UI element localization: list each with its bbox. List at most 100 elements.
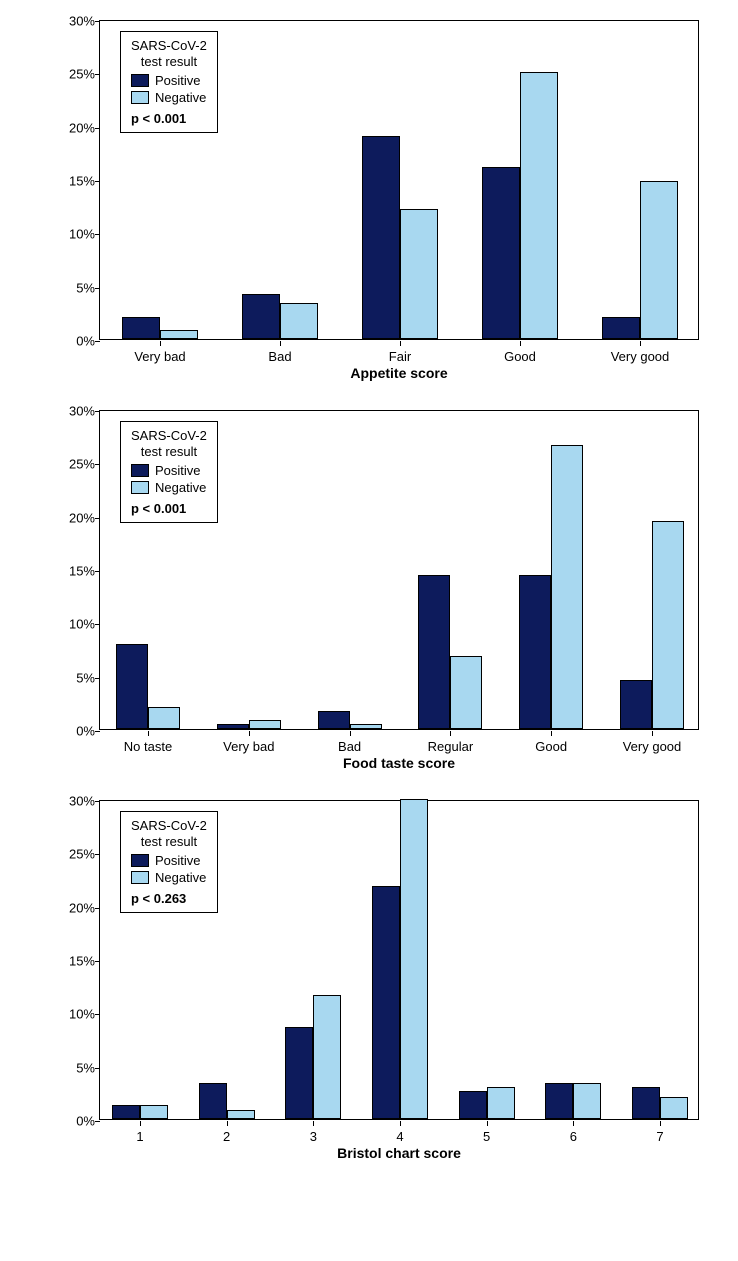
x-tick-mark	[249, 731, 250, 736]
legend-label-positive: Positive	[155, 463, 201, 478]
y-tick-mark	[95, 128, 100, 129]
y-tick-label: 0%	[55, 1114, 95, 1129]
y-tick-label: 30%	[55, 794, 95, 809]
bar-negative	[350, 724, 382, 729]
legend-title: SARS-CoV-2test result	[131, 428, 207, 459]
legend-title-line1: SARS-CoV-2	[131, 428, 207, 443]
chart-taste: Percentage of patients0%5%10%15%20%25%30…	[19, 410, 719, 790]
legend-swatch-negative	[131, 871, 149, 884]
bar-positive	[242, 294, 280, 339]
bar-negative	[227, 1110, 255, 1119]
bar-negative	[148, 707, 180, 729]
x-tick-mark	[400, 341, 401, 346]
legend-title-line1: SARS-CoV-2	[131, 818, 207, 833]
x-tick-mark	[350, 731, 351, 736]
x-tick-mark	[520, 341, 521, 346]
x-tick-label: 7	[656, 1129, 663, 1144]
y-tick-label: 5%	[55, 280, 95, 295]
bar-positive	[116, 644, 148, 729]
y-tick-label: 30%	[55, 14, 95, 29]
y-tick-label: 20%	[55, 900, 95, 915]
x-tick-label: Very bad	[223, 739, 274, 754]
bar-positive	[285, 1027, 313, 1119]
plot-area: 0%5%10%15%20%25%30%1234567SARS-CoV-2test…	[99, 800, 699, 1120]
bar-negative	[551, 445, 583, 729]
y-tick-label: 25%	[55, 457, 95, 472]
legend-title-line2: test result	[141, 834, 197, 849]
chart-bristol: Percentage of patients0%5%10%15%20%25%30…	[19, 800, 719, 1180]
x-tick-mark	[450, 731, 451, 736]
y-tick-label: 5%	[55, 670, 95, 685]
x-tick-label: Very bad	[134, 349, 185, 364]
legend-swatch-positive	[131, 854, 149, 867]
legend-box: SARS-CoV-2test result Positive Negative p <…	[120, 421, 218, 523]
x-tick-mark	[400, 1121, 401, 1126]
x-tick-mark	[551, 731, 552, 736]
y-tick-label: 15%	[55, 564, 95, 579]
bar-positive	[418, 575, 450, 729]
legend-item-negative: Negative	[131, 90, 207, 105]
bar-positive	[482, 167, 520, 339]
x-tick-mark	[280, 341, 281, 346]
legend-title-line2: test result	[141, 444, 197, 459]
y-tick-mark	[95, 464, 100, 465]
y-tick-mark	[95, 1121, 100, 1122]
y-tick-mark	[95, 854, 100, 855]
legend-item-positive: Positive	[131, 463, 207, 478]
x-tick-label: Fair	[389, 349, 411, 364]
x-tick-mark	[652, 731, 653, 736]
x-tick-label: 2	[223, 1129, 230, 1144]
legend-label-negative: Negative	[155, 90, 206, 105]
x-tick-label: 4	[396, 1129, 403, 1144]
legend-title: SARS-CoV-2test result	[131, 818, 207, 849]
plot-area: 0%5%10%15%20%25%30%Very badBadFairGoodVe…	[99, 20, 699, 340]
y-tick-label: 25%	[55, 67, 95, 82]
legend-pvalue: p < 0.263	[131, 891, 207, 906]
x-axis-label: Appetite score	[99, 365, 699, 381]
x-tick-label: Very good	[623, 739, 682, 754]
plot-area: 0%5%10%15%20%25%30%No tasteVery badBadRe…	[99, 410, 699, 730]
legend-item-positive: Positive	[131, 73, 207, 88]
x-tick-mark	[140, 1121, 141, 1126]
bar-positive	[459, 1091, 487, 1119]
bar-positive	[362, 136, 400, 339]
legend-pvalue: p < 0.001	[131, 501, 207, 516]
bar-negative	[313, 995, 341, 1119]
y-tick-mark	[95, 571, 100, 572]
x-tick-label: 6	[570, 1129, 577, 1144]
bar-positive	[519, 575, 551, 729]
legend-label-negative: Negative	[155, 480, 206, 495]
bar-positive	[545, 1083, 573, 1119]
legend-label-positive: Positive	[155, 853, 201, 868]
legend-swatch-negative	[131, 481, 149, 494]
legend-swatch-positive	[131, 464, 149, 477]
bar-negative	[640, 181, 678, 339]
bar-negative	[400, 799, 428, 1119]
y-tick-label: 20%	[55, 510, 95, 525]
bar-negative	[400, 209, 438, 339]
x-tick-label: Bad	[338, 739, 361, 754]
y-tick-mark	[95, 74, 100, 75]
y-tick-mark	[95, 1014, 100, 1015]
bar-positive	[217, 724, 249, 729]
y-tick-mark	[95, 288, 100, 289]
y-tick-mark	[95, 961, 100, 962]
y-tick-label: 10%	[55, 227, 95, 242]
x-tick-label: Good	[504, 349, 536, 364]
y-tick-mark	[95, 518, 100, 519]
bar-negative	[487, 1087, 515, 1119]
y-tick-mark	[95, 678, 100, 679]
x-tick-mark	[313, 1121, 314, 1126]
x-axis-label: Bristol chart score	[99, 1145, 699, 1161]
chart-appetite: Percentage of patients0%5%10%15%20%25%30…	[19, 20, 719, 400]
y-tick-mark	[95, 21, 100, 22]
y-tick-mark	[95, 341, 100, 342]
x-tick-label: Bad	[268, 349, 291, 364]
y-tick-mark	[95, 411, 100, 412]
x-tick-label: No taste	[124, 739, 172, 754]
bar-negative	[520, 72, 558, 339]
x-tick-mark	[573, 1121, 574, 1126]
bar-positive	[112, 1105, 140, 1119]
y-tick-mark	[95, 908, 100, 909]
y-tick-mark	[95, 801, 100, 802]
